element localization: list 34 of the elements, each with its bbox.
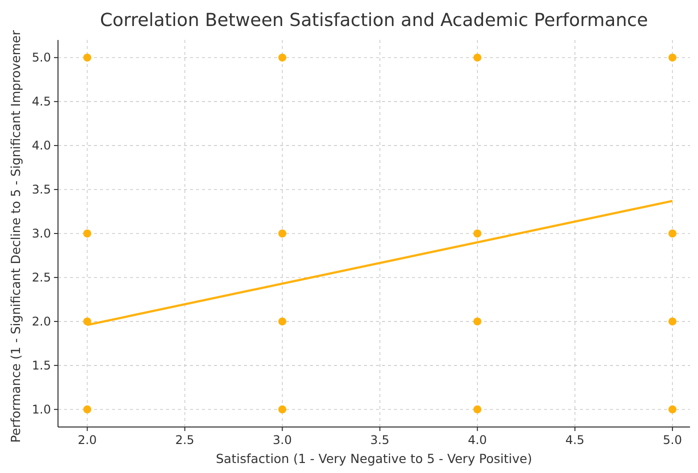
x-tick-label: 2.0 <box>78 433 97 447</box>
point <box>473 230 482 238</box>
y-tick-label: 2.5 <box>32 270 51 284</box>
y-tick-label: 2.0 <box>32 314 51 328</box>
x-tick-label: 4.5 <box>565 433 584 447</box>
x-tick-label: 5.0 <box>662 433 682 447</box>
point <box>668 230 676 238</box>
y-tick-label: 4.0 <box>32 138 51 153</box>
chart-title: Correlation Between Satisfaction and Academic Performance <box>100 10 648 31</box>
point <box>668 54 676 62</box>
x-tick-label: 3.5 <box>370 433 390 447</box>
point <box>278 317 286 326</box>
y-tick-label: 3.0 <box>32 226 51 240</box>
y-tick-label: 1.5 <box>32 358 51 372</box>
point <box>668 317 676 326</box>
x-tick-label: 3.0 <box>272 433 292 447</box>
point <box>473 317 482 326</box>
x-tick-label: 2.5 <box>175 433 194 447</box>
y-tick-label: 4.5 <box>32 94 51 109</box>
point <box>83 230 92 238</box>
x-axis-title: Satisfaction (1 - Very Negative to 5 - Very Positive) <box>216 451 532 466</box>
x-tick-label: 4.0 <box>468 433 487 447</box>
point <box>473 54 482 62</box>
point <box>83 405 92 414</box>
point <box>278 230 286 238</box>
point <box>668 405 676 414</box>
y-axis-title: Performance (1 - Significant Decline to 5 - Significant Improvemer <box>8 29 23 443</box>
y-tick-label: 5.0 <box>32 50 51 65</box>
point <box>278 405 286 414</box>
y-tick-label: 3.5 <box>32 182 51 197</box>
point <box>278 54 286 62</box>
point <box>473 405 482 414</box>
y-tick-label: 1.0 <box>32 402 51 416</box>
point <box>83 54 92 62</box>
